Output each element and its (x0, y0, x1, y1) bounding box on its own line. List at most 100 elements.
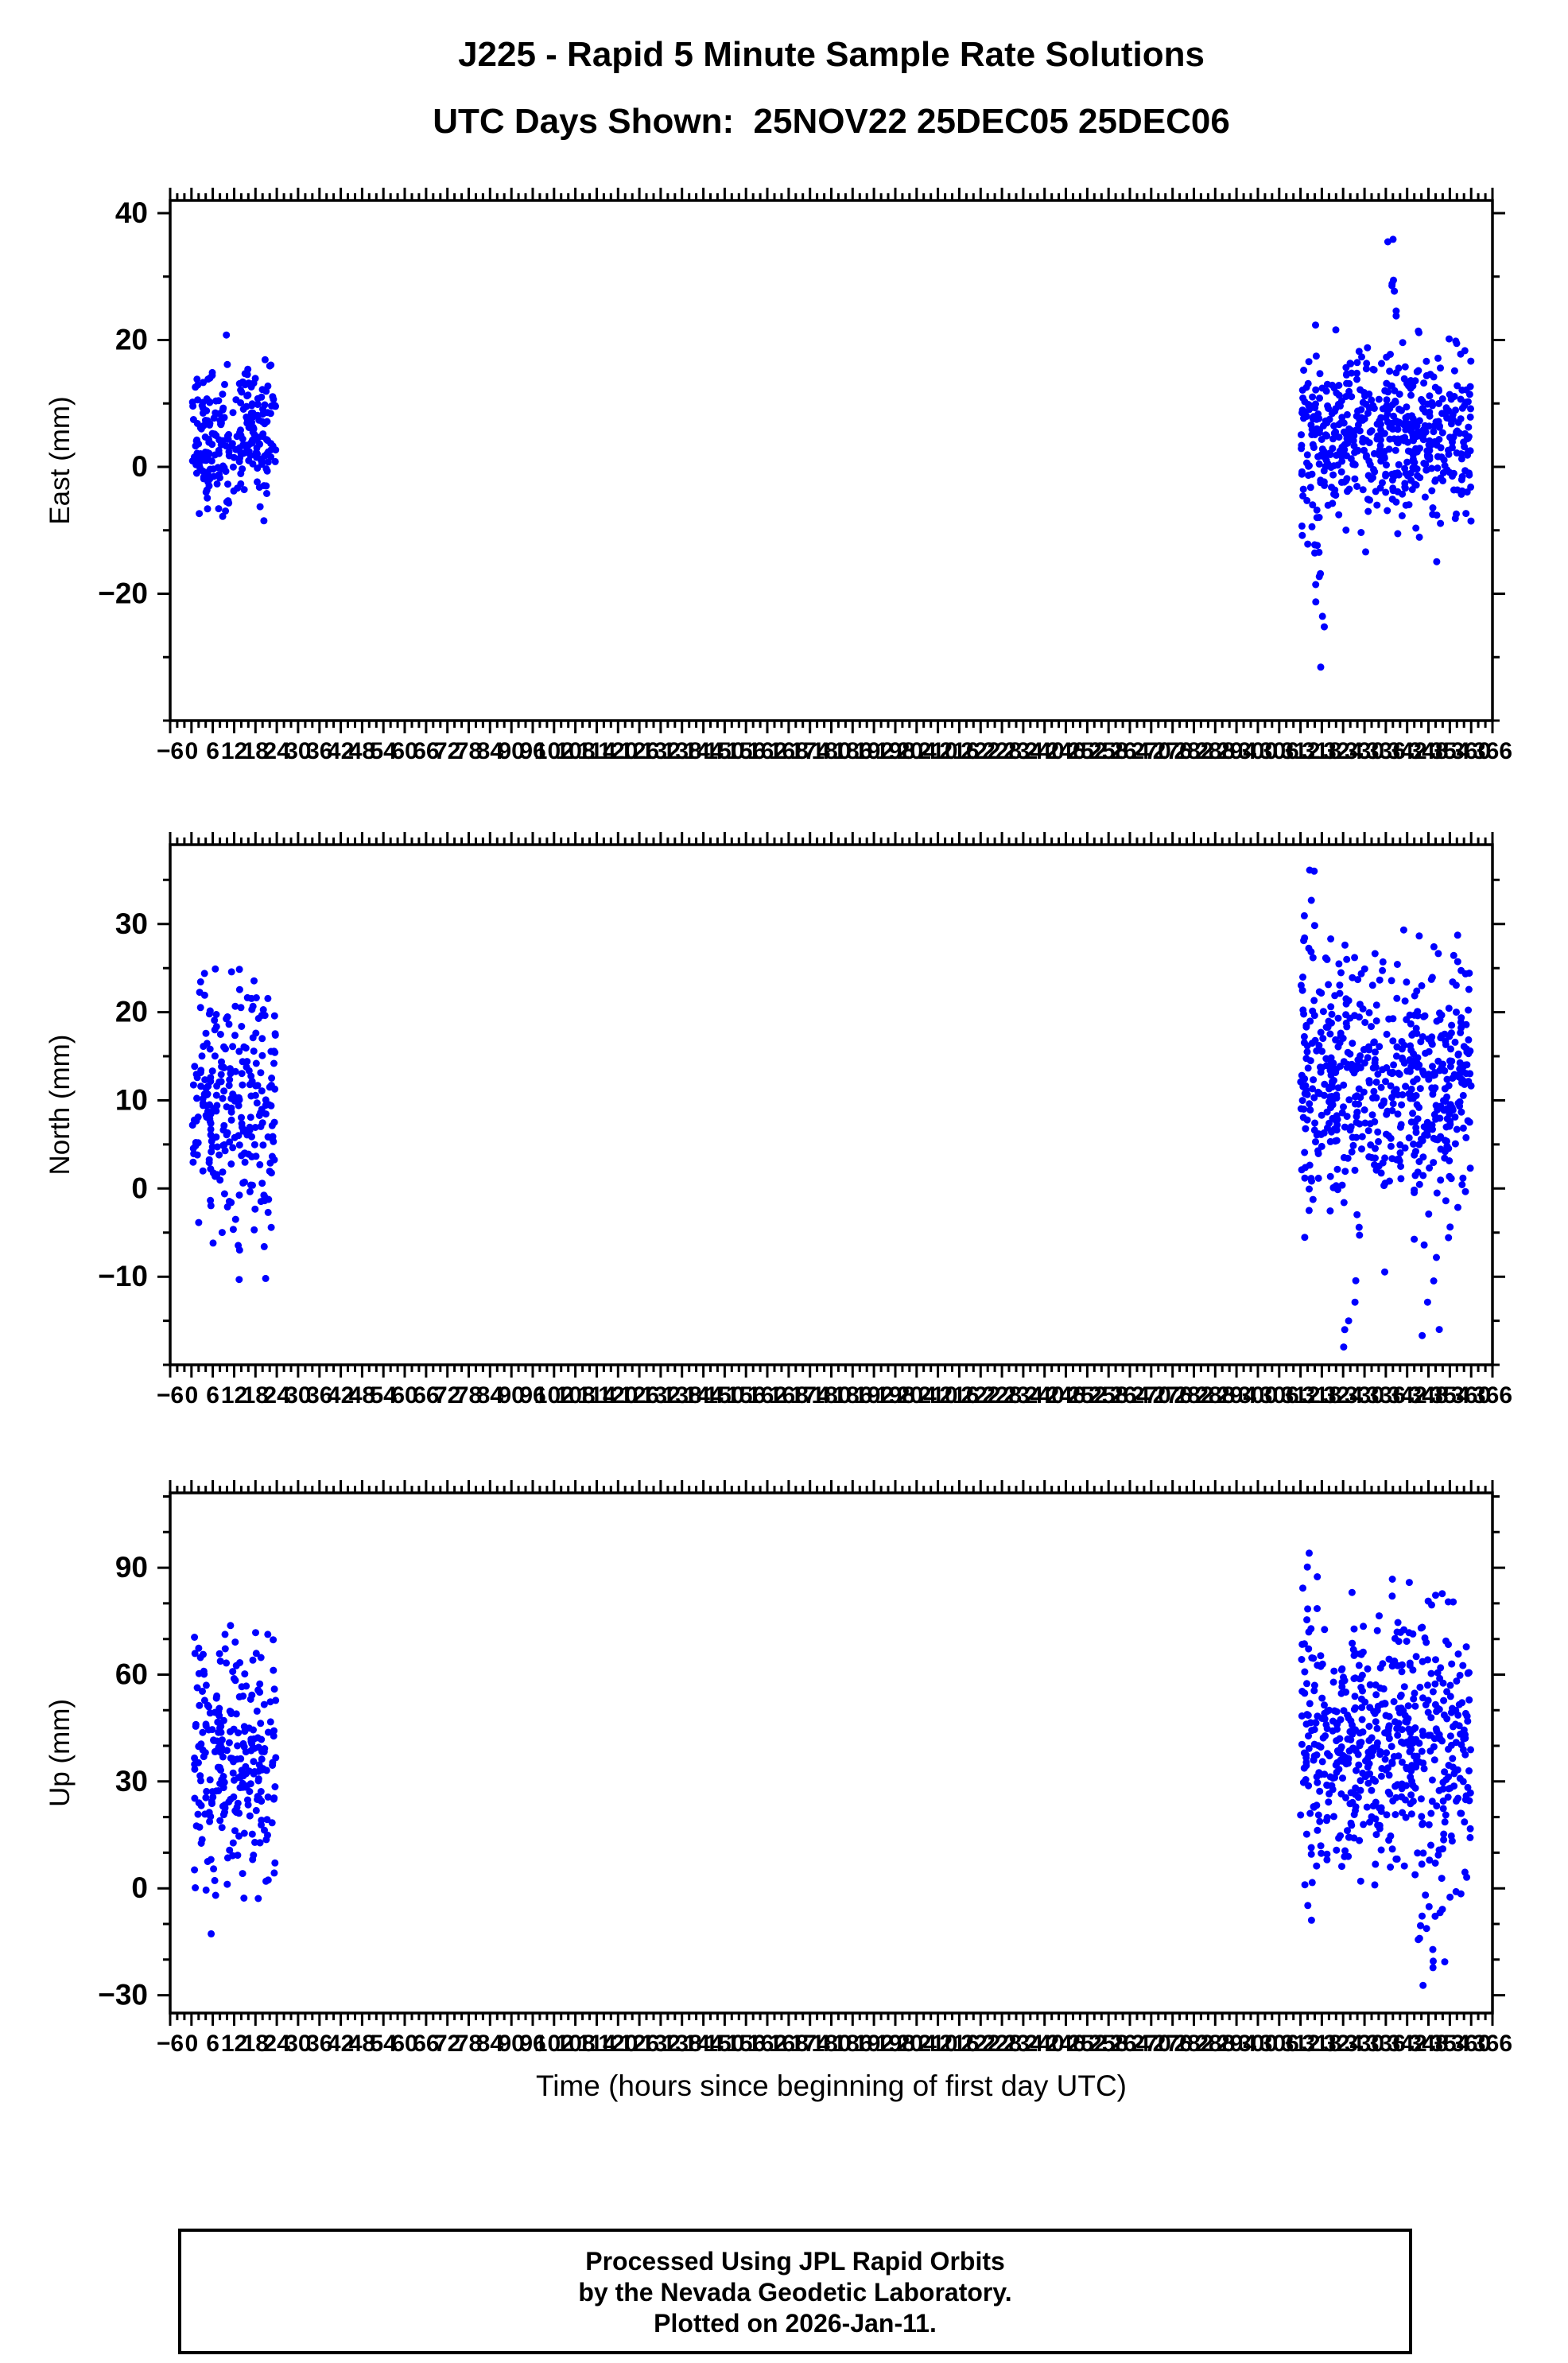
svg-text:264: 264 (1110, 738, 1150, 764)
svg-text:10: 10 (115, 1083, 148, 1116)
svg-text:−30: −30 (98, 1979, 148, 2011)
svg-text:168: 168 (769, 1382, 809, 1409)
footer-line: by the Nevada Geodetic Laboratory. (578, 2278, 1012, 2307)
svg-text:18: 18 (243, 2031, 269, 2057)
svg-text:300: 300 (1238, 1382, 1278, 1409)
svg-text:288: 288 (1195, 2031, 1235, 2057)
svg-text:252: 252 (1067, 2031, 1107, 2057)
svg-text:276: 276 (1153, 738, 1193, 764)
svg-text:30: 30 (285, 1382, 311, 1409)
svg-text:366: 366 (1473, 1382, 1512, 1409)
svg-text:240: 240 (1025, 738, 1065, 764)
svg-text:48: 48 (349, 2031, 375, 2057)
svg-text:246: 246 (1046, 738, 1085, 764)
svg-text:174: 174 (790, 2031, 830, 2057)
svg-text:288: 288 (1195, 1382, 1235, 1409)
svg-text:114: 114 (577, 2031, 616, 2057)
svg-text:324: 324 (1323, 1382, 1363, 1409)
svg-text:144: 144 (684, 2031, 724, 2057)
svg-text:108: 108 (556, 1382, 596, 1409)
svg-text:36: 36 (306, 738, 332, 764)
svg-text:366: 366 (1473, 2031, 1512, 2057)
svg-text:0: 0 (131, 1172, 148, 1204)
svg-text:276: 276 (1153, 2031, 1193, 2057)
svg-text:60: 60 (391, 1382, 417, 1409)
svg-text:54: 54 (371, 2031, 398, 2057)
svg-text:294: 294 (1217, 2031, 1256, 2057)
svg-text:60: 60 (391, 2031, 417, 2057)
svg-text:228: 228 (982, 738, 1022, 764)
svg-text:192: 192 (854, 1382, 894, 1409)
svg-text:54: 54 (371, 1382, 398, 1409)
svg-text:270: 270 (1131, 1382, 1171, 1409)
svg-text:66: 66 (413, 1382, 439, 1409)
svg-text:72: 72 (434, 2031, 460, 2057)
svg-text:72: 72 (434, 1382, 460, 1409)
svg-text:144: 144 (684, 1382, 724, 1409)
svg-text:42: 42 (328, 1382, 354, 1409)
svg-text:270: 270 (1131, 2031, 1171, 2057)
svg-text:342: 342 (1388, 1382, 1427, 1409)
svg-text:138: 138 (662, 1382, 702, 1409)
svg-text:336: 336 (1366, 738, 1406, 764)
svg-text:6: 6 (206, 1382, 219, 1409)
x-axis-title: Time (hours since beginning of first day… (535, 2070, 1127, 2102)
svg-text:180: 180 (811, 2031, 851, 2057)
svg-text:306: 306 (1259, 2031, 1299, 2057)
svg-text:12: 12 (221, 738, 247, 764)
svg-text:240: 240 (1025, 2031, 1065, 2057)
svg-text:210: 210 (918, 2031, 958, 2057)
svg-text:312: 312 (1281, 2031, 1321, 2057)
svg-text:360: 360 (1451, 738, 1491, 764)
svg-text:54: 54 (371, 738, 398, 764)
svg-text:36: 36 (306, 2031, 332, 2057)
svg-text:84: 84 (477, 738, 504, 764)
svg-text:192: 192 (854, 2031, 894, 2057)
svg-text:294: 294 (1217, 738, 1256, 764)
svg-text:318: 318 (1302, 2031, 1341, 2057)
svg-text:12: 12 (221, 1382, 247, 1409)
svg-text:246: 246 (1046, 1382, 1085, 1409)
svg-text:192: 192 (854, 738, 894, 764)
svg-text:0: 0 (184, 1382, 198, 1409)
svg-text:96: 96 (519, 2031, 545, 2057)
svg-text:186: 186 (833, 1382, 872, 1409)
svg-text:84: 84 (477, 2031, 504, 2057)
svg-text:252: 252 (1067, 738, 1107, 764)
svg-text:282: 282 (1174, 738, 1213, 764)
svg-text:300: 300 (1238, 738, 1278, 764)
svg-text:108: 108 (556, 738, 596, 764)
svg-text:48: 48 (349, 738, 375, 764)
svg-text:−6: −6 (157, 1382, 184, 1409)
svg-text:342: 342 (1388, 738, 1427, 764)
svg-text:174: 174 (790, 1382, 830, 1409)
svg-text:198: 198 (875, 2031, 915, 2057)
svg-text:18: 18 (243, 738, 269, 764)
svg-text:354: 354 (1430, 2031, 1469, 2057)
svg-text:126: 126 (619, 1382, 659, 1409)
svg-text:48: 48 (349, 1382, 375, 1409)
svg-text:150: 150 (704, 2031, 744, 2057)
svg-text:252: 252 (1067, 1382, 1107, 1409)
svg-text:258: 258 (1089, 1382, 1128, 1409)
svg-text:126: 126 (619, 2031, 659, 2057)
svg-text:30: 30 (115, 1765, 148, 1798)
svg-text:−10: −10 (98, 1260, 148, 1292)
svg-text:90: 90 (115, 1551, 148, 1584)
svg-text:204: 204 (897, 2031, 937, 2057)
svg-text:234: 234 (1003, 738, 1043, 764)
svg-text:318: 318 (1302, 738, 1341, 764)
svg-text:366: 366 (1473, 738, 1512, 764)
svg-text:−6: −6 (157, 738, 184, 764)
svg-text:144: 144 (684, 738, 724, 764)
svg-text:72: 72 (434, 738, 460, 764)
svg-text:0: 0 (184, 2031, 198, 2057)
svg-text:24: 24 (263, 2031, 290, 2057)
svg-text:102: 102 (534, 2031, 574, 2057)
svg-text:264: 264 (1110, 1382, 1150, 1409)
svg-text:354: 354 (1430, 738, 1469, 764)
svg-text:30: 30 (285, 738, 311, 764)
svg-text:12: 12 (221, 2031, 247, 2057)
svg-text:18: 18 (243, 1382, 269, 1409)
